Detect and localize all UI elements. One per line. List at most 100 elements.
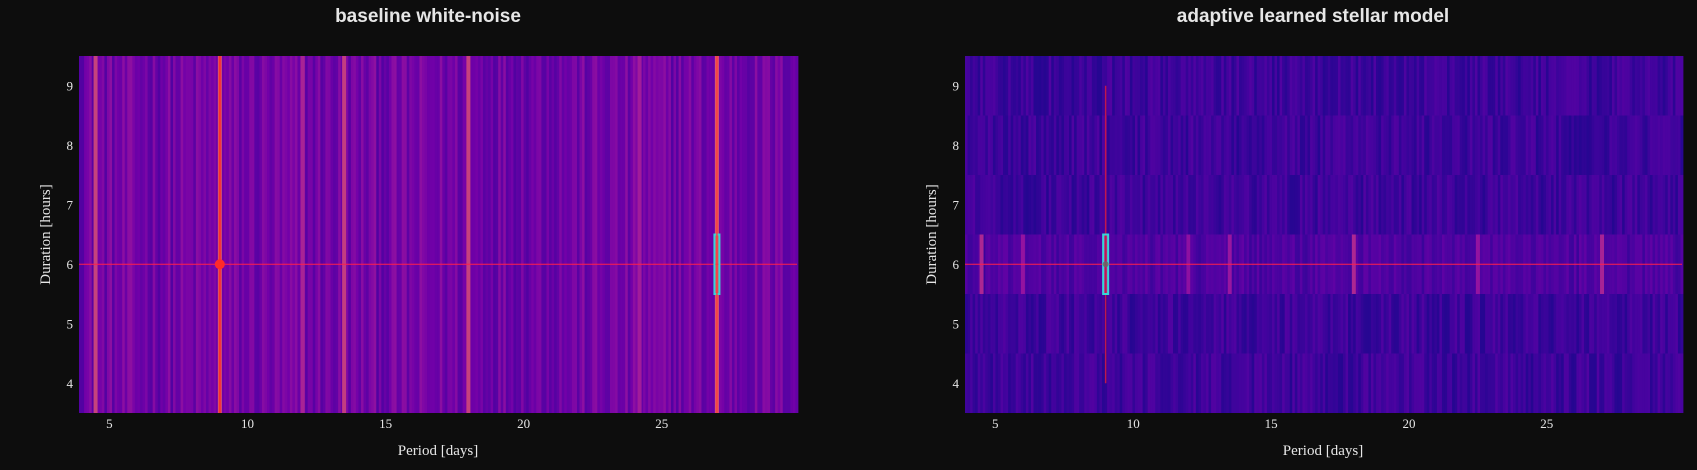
- right-heatmap-cell: [1208, 115, 1212, 175]
- right-heatmap-cell: [1089, 115, 1093, 175]
- left-heatmap-column: [363, 56, 367, 413]
- right-heatmap-cell: [1185, 56, 1189, 116]
- right-heatmap-cell: [1231, 294, 1235, 354]
- right-heatmap-cell: [1639, 294, 1643, 354]
- right-heatmap-cell: [1566, 175, 1570, 235]
- right-heatmap-cell: [1264, 175, 1268, 235]
- left-heatmap-column: [589, 56, 593, 413]
- right-heatmap-cell: [1315, 115, 1319, 175]
- right-heatmap-cell: [1279, 56, 1283, 116]
- right-heatmap-cell: [1091, 175, 1095, 235]
- right-heatmap-cell: [1487, 115, 1491, 175]
- right-heatmap-cell: [1271, 175, 1275, 235]
- right-heatmap-cell: [1028, 56, 1032, 116]
- right-heatmap-cell: [1211, 56, 1215, 116]
- right-heatmap-cell: [1142, 56, 1146, 116]
- right-heatmap-cell: [1160, 294, 1164, 354]
- right-heatmap-cell: [1652, 353, 1656, 413]
- right-heatmap-cell: [1611, 294, 1615, 354]
- right-heatmap-cell: [990, 294, 994, 354]
- right-heatmap-cell: [1449, 115, 1453, 175]
- right-heatmap-cell: [1327, 294, 1331, 354]
- right-heatmap-cell: [1041, 353, 1045, 413]
- right-heatmap-cell: [1304, 115, 1308, 175]
- right-heatmap-cell: [995, 175, 999, 235]
- right-heatmap-cell: [1340, 115, 1344, 175]
- left-heatmap-column: [114, 56, 118, 413]
- right-heatmap-cell: [1200, 56, 1204, 116]
- left-heatmap-column: [345, 56, 349, 413]
- right-heatmap-cell: [1553, 294, 1557, 354]
- right-heatmap-cell: [1271, 115, 1275, 175]
- right-heatmap-cell: [1277, 115, 1280, 175]
- right-heatmap-cell: [1102, 56, 1105, 116]
- left-heatmap-column: [167, 56, 171, 413]
- right-heatmap-cell: [1221, 353, 1225, 413]
- right-heatmap-cell: [1355, 175, 1359, 235]
- right-heatmap-cell: [1203, 115, 1207, 175]
- right-heatmap-cell: [1122, 175, 1126, 235]
- right-heatmap-cell: [1147, 353, 1151, 413]
- left-heatmap-column: [279, 56, 283, 413]
- right-heatmap-cell: [1386, 353, 1390, 413]
- right-heatmap-cell: [1672, 56, 1676, 116]
- right-heatmap-cell: [977, 353, 981, 413]
- right-heatmap-cell: [1622, 175, 1626, 235]
- right-heatmap-cell: [1160, 115, 1164, 175]
- left-heatmap-column: [251, 56, 255, 413]
- right-heatmap-cell: [1320, 56, 1324, 116]
- left-heatmap-column: [79, 56, 82, 413]
- right-heatmap-cell: [1063, 353, 1067, 413]
- right-heatmap-cell: [1591, 353, 1595, 413]
- right-heatmap-cell: [1244, 56, 1248, 116]
- right-heatmap-cell: [1081, 353, 1085, 413]
- right-heatmap-cell: [1370, 294, 1374, 354]
- right-heatmap-cell: [1459, 294, 1463, 354]
- right-heatmap-cell: [982, 294, 986, 354]
- right-heatmap-cell: [1485, 175, 1489, 235]
- right-heatmap-cell: [1391, 115, 1395, 175]
- right-heatmap-cell: [1677, 353, 1681, 413]
- right-heatmap-cell: [1545, 175, 1549, 235]
- right-heatmap-cell: [1525, 56, 1529, 116]
- right-heatmap-cell: [1206, 115, 1209, 175]
- right-heatmap-cell: [1337, 115, 1341, 175]
- left-heatmap-column: [361, 56, 364, 413]
- left-heatmap-column: [470, 56, 474, 413]
- right-heatmap-cell: [1048, 175, 1052, 235]
- right-heatmap-cell: [1632, 294, 1636, 354]
- left-heatmap-column: [289, 56, 293, 413]
- right-heatmap-cell: [1411, 175, 1415, 235]
- left-heatmap-column: [81, 56, 85, 413]
- right-heatmap-cell: [1667, 56, 1671, 116]
- right-heatmap-cell: [1419, 294, 1423, 354]
- right-heatmap-cell: [1424, 115, 1428, 175]
- right-heatmap-cell: [1299, 353, 1303, 413]
- right-heatmap-cell: [1525, 115, 1529, 175]
- right-heatmap-cell: [1515, 353, 1519, 413]
- right-heatmap-cell: [1355, 56, 1359, 116]
- right-heatmap-cell: [1553, 353, 1557, 413]
- right-heatmap-cell: [1081, 175, 1085, 235]
- right-heatmap-cell: [1051, 294, 1055, 354]
- right-heatmap-cell: [1150, 56, 1154, 116]
- right-heatmap-cell: [1325, 294, 1329, 354]
- right-heatmap-cell: [1013, 294, 1017, 354]
- right-heatmap-cell: [1589, 353, 1593, 413]
- right-heatmap-cell: [1173, 175, 1176, 235]
- right-heatmap-cell: [977, 115, 981, 175]
- right-heatmap-cell: [1566, 294, 1570, 354]
- left-heatmap-column: [612, 56, 616, 413]
- right-heatmap-cell: [1553, 115, 1557, 175]
- right-heatmap-cell: [1213, 294, 1217, 354]
- right-heatmap-cell: [1462, 353, 1466, 413]
- right-heatmap-cell: [1307, 353, 1311, 413]
- right-heatmap-cell: [1398, 56, 1402, 116]
- right-heatmap-cell: [1320, 353, 1324, 413]
- right-heatmap-cell: [1223, 115, 1227, 175]
- right-heatmap-cell: [1381, 56, 1385, 116]
- right-heatmap-cell: [1005, 56, 1009, 116]
- right-heatmap-cell: [1441, 353, 1445, 413]
- right-heatmap-cell: [1228, 294, 1232, 354]
- right-heatmap-cell: [1261, 115, 1265, 175]
